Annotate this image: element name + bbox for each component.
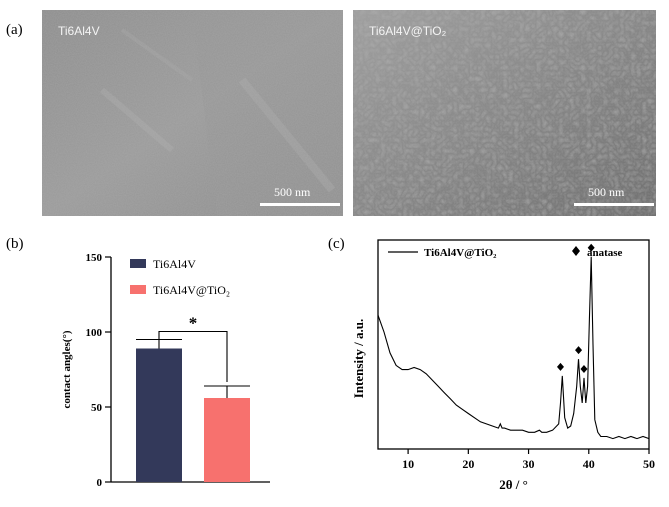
plot-frame xyxy=(377,239,650,450)
legend-label: Ti6Al4V@TiO₂ xyxy=(153,283,230,297)
xrd-chart-svg: 10 20 30 40 50 2θ / ° Intensity / a.u. Ti6Al4V@… xyxy=(351,239,655,492)
significance-bracket xyxy=(158,330,228,382)
y-tick-label: 0 xyxy=(97,477,103,489)
xrd-pattern-line xyxy=(377,256,650,440)
scale-bar-label: 500 nm xyxy=(274,185,311,199)
bar xyxy=(204,398,250,482)
legend-label: anatase xyxy=(587,247,623,259)
x-tick-label: 40 xyxy=(583,457,595,471)
panel-b-letter: (b) xyxy=(6,236,24,252)
panel-a-letter: (a) xyxy=(6,22,23,38)
y-tick-label: 50 xyxy=(91,402,103,414)
contact-angle-chart: 0 50 100 150 contact angles(°) * Ti6Al4V Ti6Al4… xyxy=(0,230,330,507)
x-tick-label: 10 xyxy=(402,457,414,471)
legend-label: Ti6Al4V@TiO₂ xyxy=(424,247,497,259)
y-axis-title: Intensity / a.u. xyxy=(351,319,366,398)
y-tick-label: 100 xyxy=(86,327,103,339)
sem-label-ti6al4v-tio2: Ti6Al4V@TiO₂ xyxy=(369,24,447,38)
legend-swatch xyxy=(130,285,146,294)
panel-c-letter: (c) xyxy=(328,236,345,252)
x-tick-label: 30 xyxy=(523,457,535,471)
y-tick-label: 150 xyxy=(86,252,103,264)
sem-image-ti6al4v: Ti6Al4V 500 nm xyxy=(42,10,343,216)
scale-bar xyxy=(574,203,654,206)
scale-bar-label: 500 nm xyxy=(588,185,625,199)
x-tick-label: 50 xyxy=(643,457,655,471)
sem-texture-porous xyxy=(353,10,656,216)
significance-star: * xyxy=(189,314,198,333)
anatase-peak-marker xyxy=(580,364,588,373)
xrd-chart: 10 20 30 40 50 2θ / ° Intensity / a.u. Ti6Al4V@… xyxy=(330,230,669,507)
legend-label: Ti6Al4V xyxy=(153,257,196,271)
y-axis-title: contact angles(°) xyxy=(61,330,73,408)
bar xyxy=(136,348,182,482)
contact-angle-chart-svg: 0 50 100 150 contact angles(°) * Ti6Al4V Ti6Al4… xyxy=(61,252,270,489)
sem-texture-smooth xyxy=(42,10,343,216)
sem-image-ti6al4v-tio2: Ti6Al4V@TiO₂ 500 nm xyxy=(353,10,656,216)
legend-diamond-icon xyxy=(572,246,580,256)
x-tick-label: 20 xyxy=(462,457,474,471)
sem-label-ti6al4v: Ti6Al4V xyxy=(58,24,100,38)
scale-bar xyxy=(260,203,340,206)
anatase-peak-marker xyxy=(575,346,583,355)
anatase-peak-marker xyxy=(556,362,564,371)
legend-swatch xyxy=(130,259,146,268)
anatase-peak-marker xyxy=(587,243,595,252)
x-axis-title: 2θ / ° xyxy=(499,477,528,492)
